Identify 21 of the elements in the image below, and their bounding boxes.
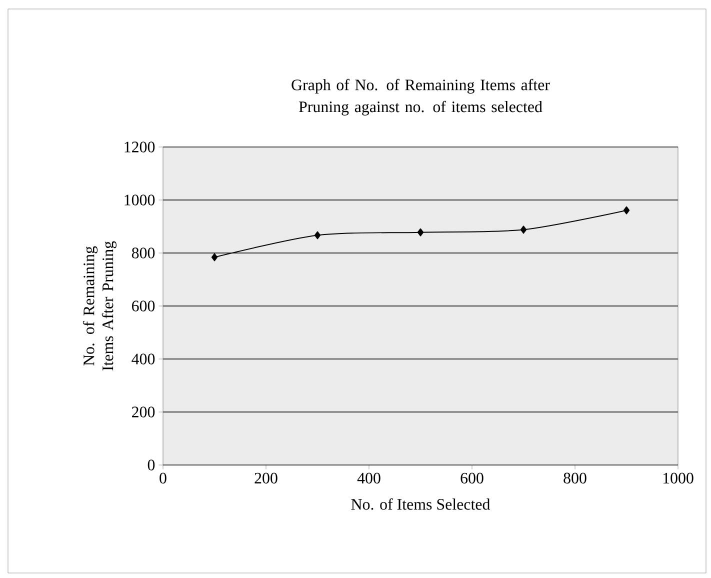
chart-title: Graph of No. of Remaining Items after Pruning against no. of items selected bbox=[292, 78, 550, 116]
y-tick-label: 200 bbox=[132, 406, 155, 418]
point bbox=[314, 231, 321, 240]
point bbox=[623, 206, 630, 214]
x-tick-label: 600 bbox=[460, 472, 484, 484]
x-tick-label: 200 bbox=[254, 472, 278, 484]
y-tick-label: 400 bbox=[132, 354, 155, 364]
x-tick-label: 400 bbox=[357, 472, 380, 484]
x-tick-label: 800 bbox=[564, 472, 586, 484]
y-tick-label: 800 bbox=[132, 248, 155, 258]
y-axis-title: No. of Remaining Items After Pruning bbox=[82, 241, 117, 370]
point bbox=[520, 226, 527, 234]
x-tick-label: 0 bbox=[160, 472, 166, 484]
point bbox=[211, 253, 218, 262]
y-tick-label: 0 bbox=[148, 460, 155, 470]
point bbox=[417, 228, 424, 236]
x-tick-label: 1000 bbox=[663, 472, 694, 484]
y-tick-label: 1200 bbox=[124, 142, 155, 152]
y-tick-label: 600 bbox=[132, 300, 155, 312]
y-tick-label: 1000 bbox=[124, 194, 155, 206]
x-axis-title: No. of Items Selected bbox=[351, 498, 490, 510]
